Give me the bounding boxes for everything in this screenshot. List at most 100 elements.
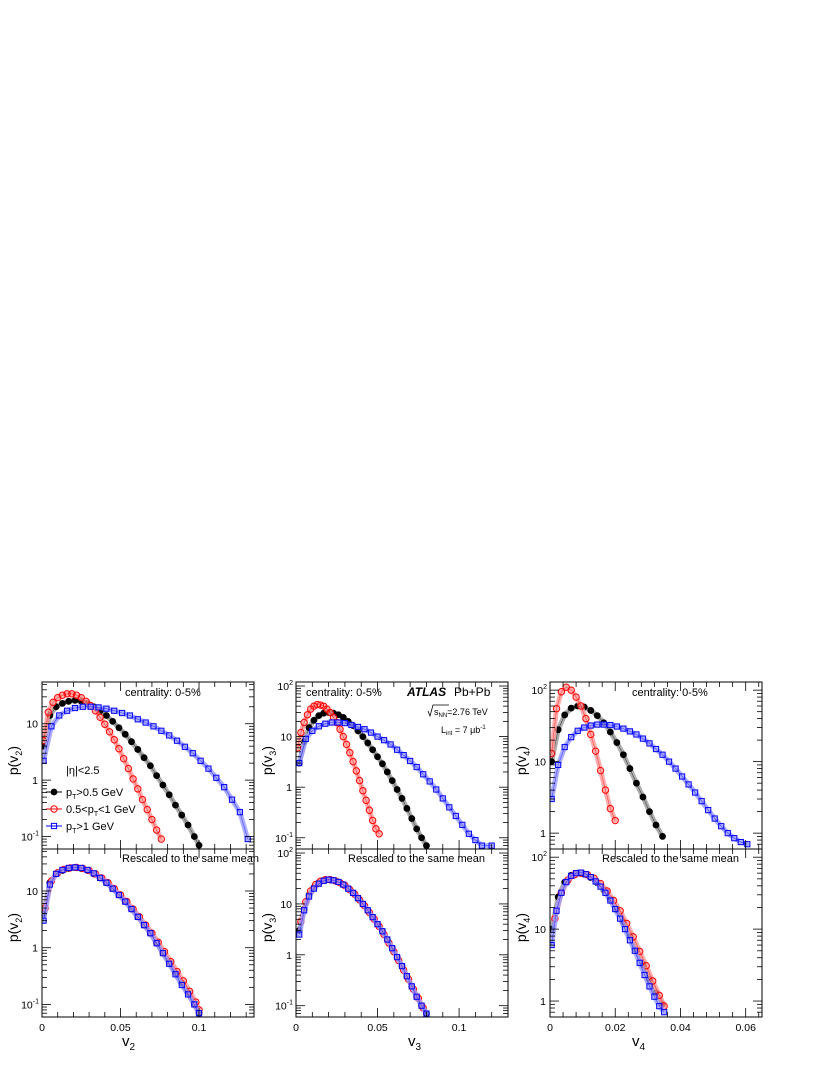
x-tick-label: 0.04 xyxy=(670,1022,691,1034)
data-point xyxy=(348,721,355,729)
y-tick-label: 10 xyxy=(534,757,546,769)
data-point xyxy=(672,765,679,772)
data-point xyxy=(617,915,624,922)
energy-value: =2.76 TeV xyxy=(447,707,488,717)
data-point xyxy=(64,707,71,714)
data-point xyxy=(389,945,396,952)
panels: 10-1110p(v2)10-1110102p(v3)110102p(v4)10… xyxy=(5,680,763,1053)
x-ticks: 0 0.02 0.04 0.06 xyxy=(547,849,760,1034)
data-point xyxy=(302,735,309,743)
data-point xyxy=(349,757,357,766)
data-point xyxy=(159,781,167,789)
data-point xyxy=(639,735,647,742)
data-point xyxy=(661,1009,668,1016)
x-tick-label: 0 xyxy=(39,1022,45,1034)
x-tick-label: 0 xyxy=(293,1022,299,1034)
data-point xyxy=(550,749,556,758)
data-point xyxy=(552,705,561,713)
series-line xyxy=(43,867,200,1014)
data-point xyxy=(593,712,601,720)
x-ticks: 0 0.05 0.1 xyxy=(39,849,247,1034)
data-point xyxy=(633,731,640,738)
data-point xyxy=(685,781,692,788)
data-point xyxy=(77,693,85,702)
data-point xyxy=(374,921,381,928)
data-point xyxy=(71,704,79,712)
data-point xyxy=(731,835,738,842)
data-point xyxy=(336,725,344,733)
data-point xyxy=(592,878,599,885)
data-point xyxy=(349,889,357,896)
data-point xyxy=(84,866,91,874)
plot-area xyxy=(550,683,751,848)
svg-text:sNN=2.76 TeV: sNN=2.76 TeV xyxy=(434,707,488,719)
data-point xyxy=(111,707,118,714)
data-point xyxy=(129,775,137,783)
data-point xyxy=(633,779,640,787)
data-point xyxy=(147,930,154,937)
data-point xyxy=(572,693,580,701)
legend-marker xyxy=(50,822,58,830)
data-point xyxy=(68,690,76,698)
data-point xyxy=(65,697,73,705)
data-point xyxy=(705,807,712,814)
data-point xyxy=(342,740,351,749)
data-point xyxy=(322,720,329,727)
data-point xyxy=(128,905,135,913)
x-ticks: 0 0.05 0.1 xyxy=(293,849,509,1034)
data-point xyxy=(300,718,308,727)
data-point xyxy=(173,737,181,744)
data-point xyxy=(63,690,71,698)
data-point xyxy=(79,703,86,710)
data-point xyxy=(577,702,585,710)
data-point xyxy=(375,830,383,838)
y-ticks: 10-1 1 10 102 xyxy=(275,847,508,1018)
y-ticks: 1 10 102 xyxy=(531,851,762,1018)
data-point xyxy=(613,739,621,746)
x-ticks xyxy=(549,682,760,849)
data-point xyxy=(134,746,142,753)
x-tick-label: 0.05 xyxy=(110,1022,131,1034)
series-2 xyxy=(550,721,751,848)
lumi-label: Lint = 7 μb-1 xyxy=(441,725,486,737)
data-point xyxy=(118,709,126,717)
panel-v3-bottom: 10-1 1 10 102 0 0.05 0.1 v3 p(v3) xyxy=(259,847,509,1053)
data-point xyxy=(651,993,658,1000)
panel-v4-top: 1 10 102 p(v4) xyxy=(513,681,763,850)
data-point xyxy=(134,913,141,920)
data-point xyxy=(413,763,420,771)
data-point xyxy=(296,931,303,938)
series-line xyxy=(299,722,492,846)
data-point xyxy=(56,712,63,719)
data-point xyxy=(692,789,699,796)
system-label: Pb+Pb xyxy=(454,685,491,699)
data-point xyxy=(115,724,123,732)
systematic-band xyxy=(298,877,426,1011)
data-point xyxy=(398,963,406,970)
data-point xyxy=(96,713,104,722)
data-point xyxy=(582,714,590,723)
data-point xyxy=(418,1002,425,1009)
data-point xyxy=(596,766,605,775)
data-point xyxy=(138,795,147,804)
data-point xyxy=(97,874,104,882)
data-point xyxy=(305,893,313,900)
data-point xyxy=(374,753,381,761)
data-point xyxy=(403,805,411,812)
data-point xyxy=(190,833,198,840)
data-point xyxy=(607,897,614,904)
y-tick-label: 10 xyxy=(534,924,546,936)
legend-marker xyxy=(50,788,58,796)
data-point xyxy=(213,774,220,781)
centrality-label-v3: centrality: 0-5% xyxy=(306,687,382,699)
legend-label: pT>0.5 GeV xyxy=(66,787,124,801)
data-point xyxy=(600,721,607,728)
data-point xyxy=(115,891,123,899)
data-point xyxy=(78,864,85,872)
plot-frame xyxy=(295,848,509,1018)
data-point xyxy=(103,705,110,712)
data-point xyxy=(744,841,751,848)
data-point xyxy=(597,883,604,890)
data-point xyxy=(134,785,142,793)
data-point xyxy=(621,926,629,933)
